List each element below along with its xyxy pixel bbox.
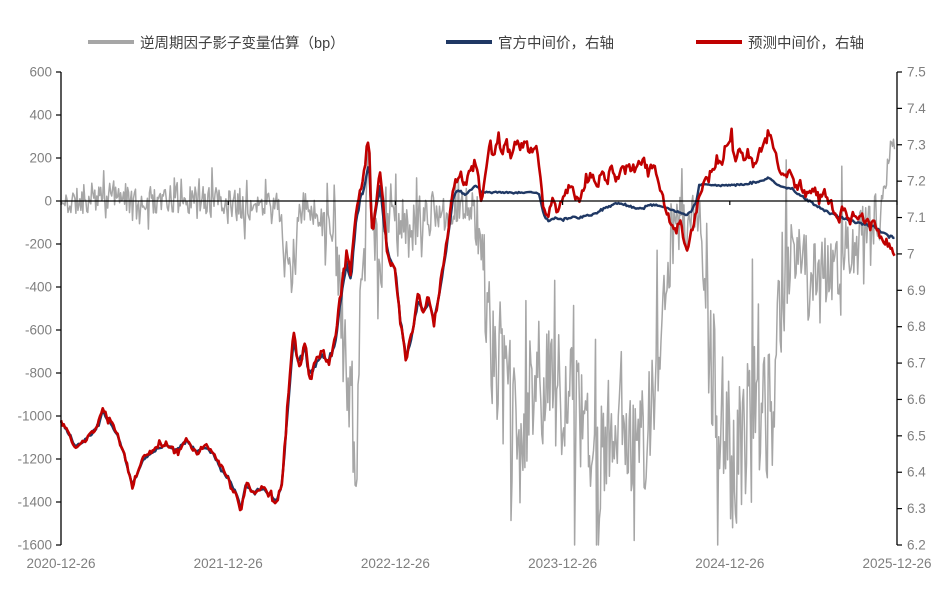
legend-swatch-red xyxy=(696,40,742,44)
right-axis-tick-label: 6.6 xyxy=(907,392,926,407)
legend-item-predicted-fix: 预测中间价，右轴 xyxy=(696,33,864,52)
x-axis-tick-label: 2020-12-26 xyxy=(26,556,95,571)
right-axis-tick-label: 6.3 xyxy=(907,501,926,516)
left-axis-tick-label: -1200 xyxy=(17,452,52,467)
right-axis-tick-label: 6.8 xyxy=(907,319,926,334)
left-axis-tick-label: 400 xyxy=(29,108,52,123)
x-axis-tick-label: 2022-12-26 xyxy=(361,556,430,571)
left-axis-tick-label: -1600 xyxy=(17,538,52,553)
left-axis-tick-label: -800 xyxy=(25,366,52,381)
x-axis-tick-label: 2025-12-26 xyxy=(862,556,931,571)
legend-label-predicted-fix: 预测中间价，右轴 xyxy=(748,35,864,52)
series-line-2 xyxy=(60,127,896,512)
series-line-0 xyxy=(60,138,896,546)
left-axis-tick-label: 600 xyxy=(29,65,52,80)
x-axis-tick-label: 2023-12-26 xyxy=(528,556,597,571)
right-axis-tick-label: 6.2 xyxy=(907,538,926,553)
right-axis-tick-label: 6.7 xyxy=(907,356,926,371)
left-axis-tick-label: -200 xyxy=(25,237,52,252)
right-axis-tick-label: 7.4 xyxy=(907,101,926,116)
left-axis-tick-label: -400 xyxy=(25,280,52,295)
right-axis-tick-label: 7.3 xyxy=(907,137,926,152)
legend-swatch-gray xyxy=(88,40,134,44)
right-axis-tick-label: 6.9 xyxy=(907,283,926,298)
legend-item-official-fix: 官方中间价，右轴 xyxy=(446,33,614,52)
left-axis-tick-label: -600 xyxy=(25,323,52,338)
right-axis-tick-label: 6.4 xyxy=(907,465,926,480)
x-axis-tick-label: 2021-12-26 xyxy=(194,556,263,571)
legend-label-shadow-variable: 逆周期因子影子变量估算（bp） xyxy=(140,35,345,52)
right-axis-tick-label: 7.2 xyxy=(907,174,926,189)
right-axis-tick-label: 7 xyxy=(907,246,915,261)
x-axis-tick-label: 2024-12-26 xyxy=(695,556,764,571)
left-axis-tick-label: -1400 xyxy=(17,495,52,510)
legend-swatch-navy xyxy=(446,40,492,44)
left-axis-tick-label: 0 xyxy=(44,194,52,209)
left-axis-tick-label: 200 xyxy=(29,151,52,166)
right-axis-tick-label: 6.5 xyxy=(907,428,926,443)
right-axis-tick-label: 7.5 xyxy=(907,65,926,80)
legend-label-official-fix: 官方中间价，右轴 xyxy=(498,35,614,52)
right-axis-tick-label: 7.1 xyxy=(907,210,926,225)
left-axis-tick-label: -1000 xyxy=(17,409,52,424)
legend-item-shadow-variable: 逆周期因子影子变量估算（bp） xyxy=(88,33,345,52)
